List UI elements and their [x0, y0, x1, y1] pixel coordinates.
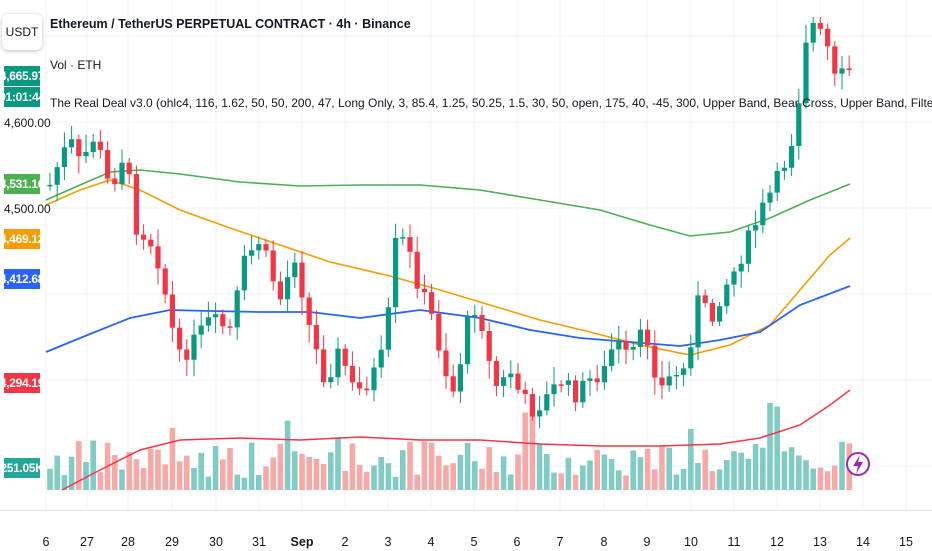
time-axis-label: 28 — [121, 535, 135, 549]
time-axis-label: 13 — [813, 535, 827, 549]
chart-title[interactable]: Ethereum / TetherUS PERPETUAL CONTRACT ·… — [50, 17, 411, 31]
volume-tag: 251.05K — [0, 458, 44, 478]
time-axis-label: 9 — [643, 535, 651, 549]
time-axis-label: 6 — [42, 535, 50, 549]
time-axis-label: 14 — [856, 535, 870, 549]
orange-ma-tag: 4,469.12 — [0, 229, 44, 249]
time-axis-label: 30 — [209, 535, 223, 549]
time-axis-label: 6 — [513, 535, 521, 549]
time-axis-label: 8 — [600, 535, 608, 549]
time-axis-label: 2 — [341, 535, 349, 549]
time-axis-label: 27 — [80, 535, 94, 549]
time-axis-label: Sep — [290, 535, 314, 549]
time-axis-label: 10 — [684, 535, 698, 549]
time-axis-label: 5 — [470, 535, 478, 549]
time-axis-label: 3 — [384, 535, 392, 549]
time-axis-label: 31 — [252, 535, 266, 549]
time-axis-label: 29 — [165, 535, 179, 549]
price-chart[interactable] — [0, 0, 932, 510]
price-axis-label: 4,500.00 — [4, 202, 51, 216]
red-band-tag: 4,294.19 — [0, 373, 44, 393]
price-axis-label: 4,600.00 — [4, 116, 51, 130]
volume-bars — [47, 402, 852, 490]
chart-grid — [44, 0, 932, 510]
time-axis[interactable]: 6 27 28 29 30 31 Sep 2 3 4 5 6 7 8 9 10 … — [0, 510, 932, 551]
candlesticks — [47, 16, 852, 429]
blue-ma-tag: 4,412.68 — [0, 269, 44, 289]
lightning-icon[interactable] — [846, 452, 870, 476]
time-axis-label: 7 — [556, 535, 564, 549]
indicator-legend[interactable]: The Real Deal v3.0 (ohlc4, 116, 1.62, 50… — [50, 96, 932, 110]
volume-legend[interactable]: Vol · ETH — [50, 58, 102, 72]
moving-averages — [45, 169, 851, 491]
time-axis-label: 12 — [770, 535, 784, 549]
symbol-badge[interactable]: USDT — [2, 14, 42, 50]
last-price-tag: 4,665.97 — [0, 66, 44, 86]
time-axis-label: 15 — [899, 535, 913, 549]
green-ma-tag: 4,531.16 — [0, 174, 44, 194]
time-axis-label: 11 — [727, 535, 741, 549]
time-axis-label: 4 — [427, 535, 435, 549]
countdown-tag: 01:01:44 — [0, 87, 45, 107]
